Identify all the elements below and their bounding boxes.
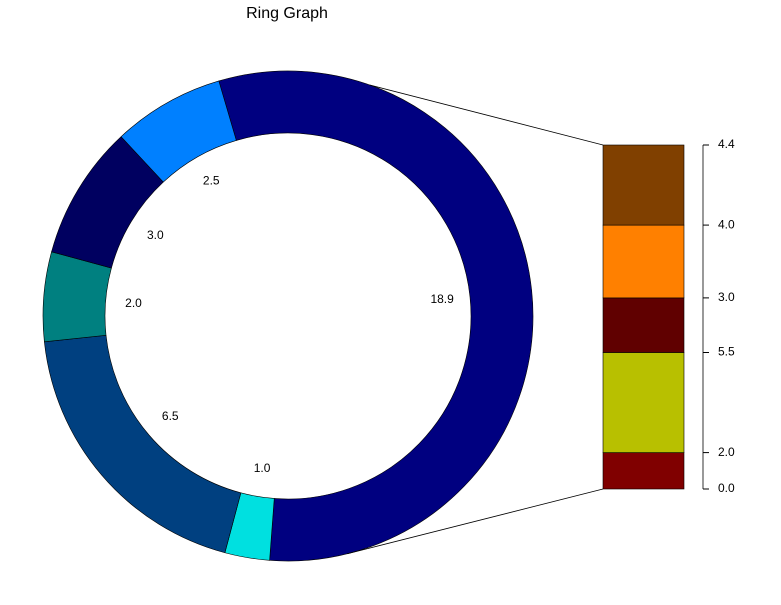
tick-label: 5.5 xyxy=(718,345,735,359)
connector-line xyxy=(369,84,604,146)
data-label: 3.0 xyxy=(147,228,164,242)
tick-label: 4.4 xyxy=(718,137,735,151)
chart-title: Ring Graph xyxy=(246,5,328,22)
tick-label: 3.0 xyxy=(718,290,735,304)
tick-label: 2.0 xyxy=(718,445,735,459)
breakdown-bar xyxy=(602,297,685,353)
data-label: 18.9 xyxy=(430,292,454,306)
tick-label: 4.0 xyxy=(718,217,735,231)
ring-segment xyxy=(120,80,237,183)
breakdown-bar xyxy=(602,224,685,299)
data-label: 2.0 xyxy=(125,296,142,310)
breakdown-bar xyxy=(602,452,685,490)
data-label: 6.5 xyxy=(162,409,179,423)
connector-line xyxy=(347,488,604,555)
data-label: 1.0 xyxy=(254,461,271,475)
breakdown-bar xyxy=(602,352,685,453)
breakdown-bar xyxy=(602,144,685,226)
ring-segment xyxy=(218,70,534,562)
tick-label: 0.0 xyxy=(718,481,735,495)
data-label: 2.5 xyxy=(203,173,220,187)
